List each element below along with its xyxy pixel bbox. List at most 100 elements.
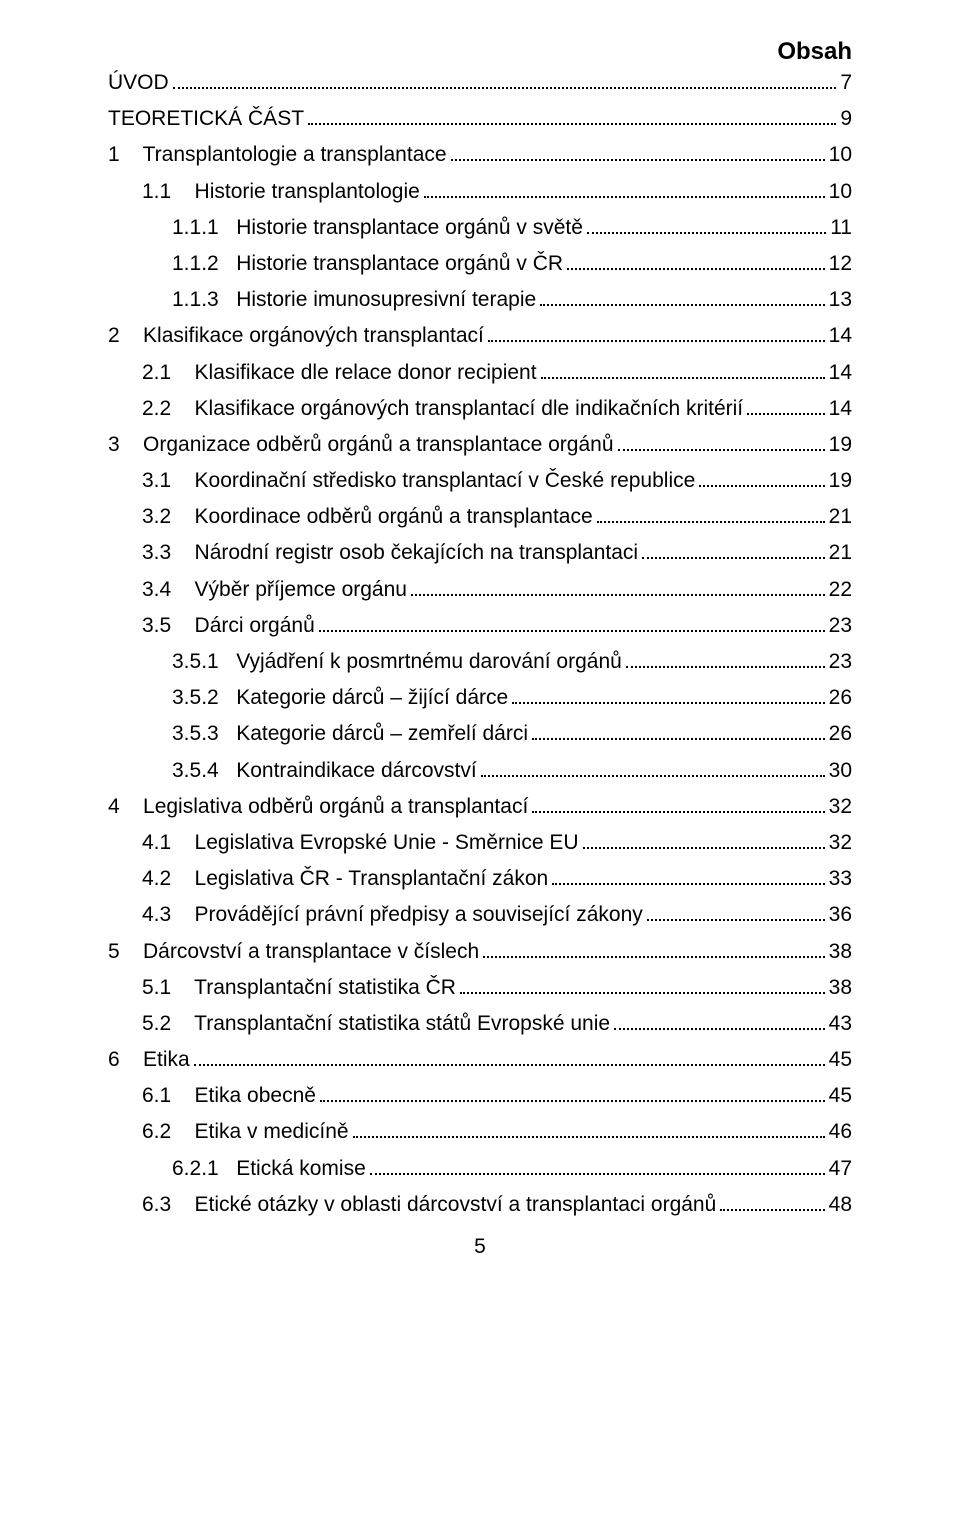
toc-leader-dots (451, 147, 825, 162)
toc-entry: 5 Dárcovství a transplantace v číslech 3… (108, 941, 852, 962)
toc-leader-dots (460, 979, 825, 994)
toc-entry: 6.2.1 Etická komise 47 (108, 1158, 852, 1179)
toc-leader-dots (618, 436, 825, 451)
toc-leader-dots (370, 1160, 825, 1175)
toc-leader-dots (194, 1051, 825, 1066)
toc-entry: 4.2 Legislativa ČR - Transplantační záko… (108, 868, 852, 889)
toc-leader-dots (567, 255, 825, 270)
toc-entry-text: 3.5 Dárci orgánů (142, 615, 315, 636)
toc-entry-page: 38 (829, 977, 852, 998)
toc-leader-dots (552, 871, 824, 886)
toc-entry-text: 3.3 Národní registr osob čekajících na t… (142, 542, 638, 563)
toc-leader-dots (587, 219, 826, 234)
toc-entry-page: 22 (829, 579, 852, 600)
toc-entry-text: 2.1 Klasifikace dle relace donor recipie… (142, 362, 537, 383)
toc-leader-dots (583, 834, 825, 849)
toc-entry: 3.3 Národní registr osob čekajících na t… (108, 542, 852, 563)
toc-leader-dots (720, 1196, 824, 1211)
toc-leader-dots (532, 798, 824, 813)
toc-leader-dots (647, 907, 825, 922)
toc-entry-page: 10 (829, 144, 852, 165)
toc-entry-page: 48 (829, 1194, 852, 1215)
toc-entry-page: 23 (829, 651, 852, 672)
toc-entry: 2.2 Klasifikace orgánových transplantací… (108, 398, 852, 419)
toc-entry: 6 Etika 45 (108, 1049, 852, 1070)
toc-entry-page: 14 (829, 325, 852, 346)
toc-entry-text: 3.1 Koordinační středisko transplantací … (142, 470, 695, 491)
toc-entry-text: TEORETICKÁ ČÁST (108, 108, 304, 129)
toc-entry: 1.1.3 Historie imunosupresivní terapie 1… (108, 289, 852, 310)
toc-entry-page: 43 (829, 1013, 852, 1034)
toc-leader-dots (614, 1015, 825, 1030)
toc-entry-page: 26 (829, 723, 852, 744)
toc-entry-page: 32 (829, 796, 852, 817)
toc-entry-page: 47 (829, 1158, 852, 1179)
toc-entry-text: 4.2 Legislativa ČR - Transplantační záko… (142, 868, 548, 889)
toc-entry-text: 1.1.1 Historie transplantace orgánů v sv… (172, 217, 583, 238)
toc-entry-page: 9 (840, 108, 852, 129)
toc-leader-dots (424, 183, 825, 198)
toc-leader-dots (699, 472, 824, 487)
toc-leader-dots (481, 762, 825, 777)
page-number: 5 (108, 1235, 852, 1259)
toc-entry-text: 2 Klasifikace orgánových transplantací (108, 325, 484, 346)
toc-entry: 3.5.1 Vyjádření k posmrtnému darování or… (108, 651, 852, 672)
toc-entry-text: 1.1.3 Historie imunosupresivní terapie (172, 289, 536, 310)
toc-list: ÚVOD 7TEORETICKÁ ČÁST 91 Transplantologi… (108, 72, 852, 1215)
toc-leader-dots (532, 726, 825, 741)
toc-leader-dots (540, 292, 824, 307)
toc-entry-text: 3.4 Výběr příjemce orgánu (142, 579, 407, 600)
toc-entry-page: 12 (829, 253, 852, 274)
toc-leader-dots (173, 74, 837, 89)
toc-entry-text: 5 Dárcovství a transplantace v číslech (108, 941, 479, 962)
toc-entry: 4.1 Legislativa Evropské Unie - Směrnice… (108, 832, 852, 853)
toc-entry: 5.1 Transplantační statistika ČR 38 (108, 977, 852, 998)
toc-entry-text: 2.2 Klasifikace orgánových transplantací… (142, 398, 743, 419)
toc-entry: 3.4 Výběr příjemce orgánu 22 (108, 579, 852, 600)
toc-entry: TEORETICKÁ ČÁST 9 (108, 108, 852, 129)
toc-entry-text: 1.1 Historie transplantologie (142, 181, 420, 202)
toc-entry-text: 6 Etika (108, 1049, 190, 1070)
toc-entry-page: 13 (829, 289, 852, 310)
toc-entry: 2.1 Klasifikace dle relace donor recipie… (108, 362, 852, 383)
toc-leader-dots (320, 1088, 825, 1103)
toc-entry-page: 33 (829, 868, 852, 889)
toc-entry: 6.3 Etické otázky v oblasti dárcovství a… (108, 1194, 852, 1215)
toc-entry-page: 21 (829, 506, 852, 527)
toc-entry-text: 6.3 Etické otázky v oblasti dárcovství a… (142, 1194, 716, 1215)
toc-entry: 3.1 Koordinační středisko transplantací … (108, 470, 852, 491)
toc-entry: 3.2 Koordinace odběrů orgánů a transplan… (108, 506, 852, 527)
toc-entry: 3.5.4 Kontraindikace dárcovství 30 (108, 760, 852, 781)
toc-entry-page: 10 (829, 181, 852, 202)
toc-entry-text: 4.1 Legislativa Evropské Unie - Směrnice… (142, 832, 579, 853)
toc-leader-dots (541, 364, 825, 379)
toc-entry-page: 45 (829, 1085, 852, 1106)
toc-leader-dots (642, 545, 825, 560)
toc-entry: 1.1.2 Historie transplantace orgánů v ČR… (108, 253, 852, 274)
toc-entry-page: 30 (829, 760, 852, 781)
toc-entry-page: 46 (829, 1121, 852, 1142)
toc-entry-text: 6.2.1 Etická komise (172, 1158, 366, 1179)
toc-entry: 1.1 Historie transplantologie 10 (108, 181, 852, 202)
toc-entry: 3.5.3 Kategorie dárců – zemřelí dárci 26 (108, 723, 852, 744)
toc-leader-dots (308, 111, 836, 126)
toc-entry-text: 1.1.2 Historie transplantace orgánů v ČR (172, 253, 563, 274)
toc-leader-dots (483, 943, 824, 958)
toc-entry: 3.5 Dárci orgánů 23 (108, 615, 852, 636)
toc-entry-page: 36 (829, 904, 852, 925)
toc-leader-dots (319, 617, 825, 632)
toc-entry: 3.5.2 Kategorie dárců – žijící dárce 26 (108, 687, 852, 708)
toc-entry-text: 4.3 Provádějící právní předpisy a souvis… (142, 904, 643, 925)
toc-entry-page: 32 (829, 832, 852, 853)
toc-entry-text: 3.2 Koordinace odběrů orgánů a transplan… (142, 506, 593, 527)
toc-entry: 1.1.1 Historie transplantace orgánů v sv… (108, 217, 852, 238)
toc-entry-page: 21 (829, 542, 852, 563)
toc-entry-page: 26 (829, 687, 852, 708)
toc-leader-dots (512, 690, 824, 705)
toc-entry-text: 3.5.2 Kategorie dárců – žijící dárce (172, 687, 508, 708)
toc-entry-text: 3 Organizace odběrů orgánů a transplanta… (108, 434, 614, 455)
toc-leader-dots (411, 581, 825, 596)
toc-entry-text: 3.5.4 Kontraindikace dárcovství (172, 760, 477, 781)
toc-entry-page: 11 (830, 217, 852, 238)
page-container: Obsah ÚVOD 7TEORETICKÁ ČÁST 91 Transplan… (0, 0, 960, 1299)
